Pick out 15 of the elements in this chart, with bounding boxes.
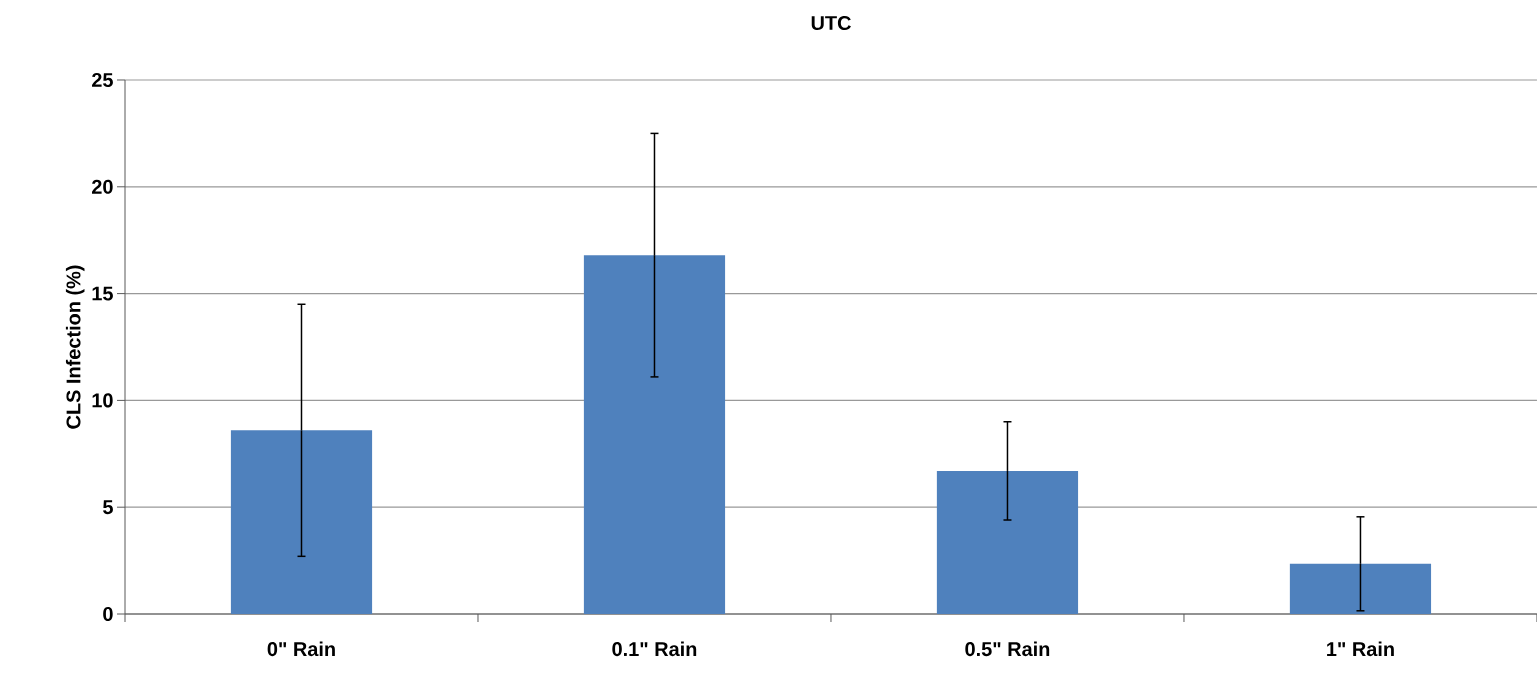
y-tick-label: 10 [92, 393, 113, 408]
bar [936, 470, 1079, 614]
y-tick-label: 15 [92, 286, 113, 301]
bar [1289, 563, 1432, 614]
x-tick-label: 0.5" Rain [965, 641, 1050, 657]
bar [583, 255, 726, 614]
x-tick-label: 1" Rain [1327, 641, 1394, 657]
y-tick-label: 20 [92, 179, 113, 194]
y-tick-label: 25 [92, 72, 113, 88]
x-tick-label: 0.1" Rain [612, 641, 697, 657]
y-tick-label: 5 [103, 500, 113, 515]
chart-title: UTC [811, 15, 851, 31]
y-tick-label: 0 [103, 606, 113, 622]
x-tick-label: 0" Rain [267, 641, 335, 657]
y-axis-title: CLS Infection (%) [65, 265, 85, 429]
